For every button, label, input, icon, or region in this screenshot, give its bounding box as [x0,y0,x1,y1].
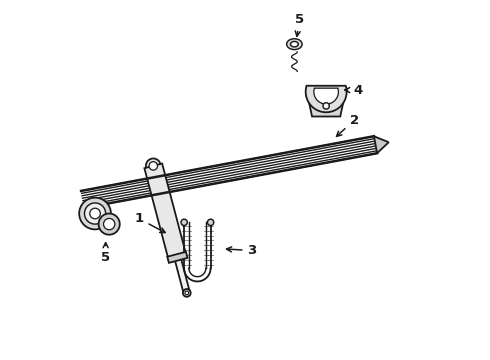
Polygon shape [307,92,345,117]
Polygon shape [314,88,339,104]
Polygon shape [174,257,190,294]
Ellipse shape [183,289,191,297]
Text: 1: 1 [135,212,165,233]
Ellipse shape [181,219,187,225]
Text: 3: 3 [226,244,257,257]
Ellipse shape [185,291,189,294]
Text: 5: 5 [295,13,304,36]
Ellipse shape [323,103,329,109]
Text: 2: 2 [337,113,359,136]
Text: 5: 5 [101,243,110,264]
Ellipse shape [84,203,106,224]
Ellipse shape [98,213,120,235]
Ellipse shape [79,198,111,229]
Text: 4: 4 [345,84,363,96]
Ellipse shape [291,41,298,47]
Polygon shape [374,136,389,153]
Ellipse shape [90,208,100,219]
Polygon shape [306,86,346,112]
Polygon shape [145,163,186,260]
Ellipse shape [287,39,302,50]
Ellipse shape [103,219,115,230]
Ellipse shape [149,162,157,170]
Ellipse shape [146,158,161,173]
Polygon shape [167,252,188,263]
Ellipse shape [207,219,214,225]
